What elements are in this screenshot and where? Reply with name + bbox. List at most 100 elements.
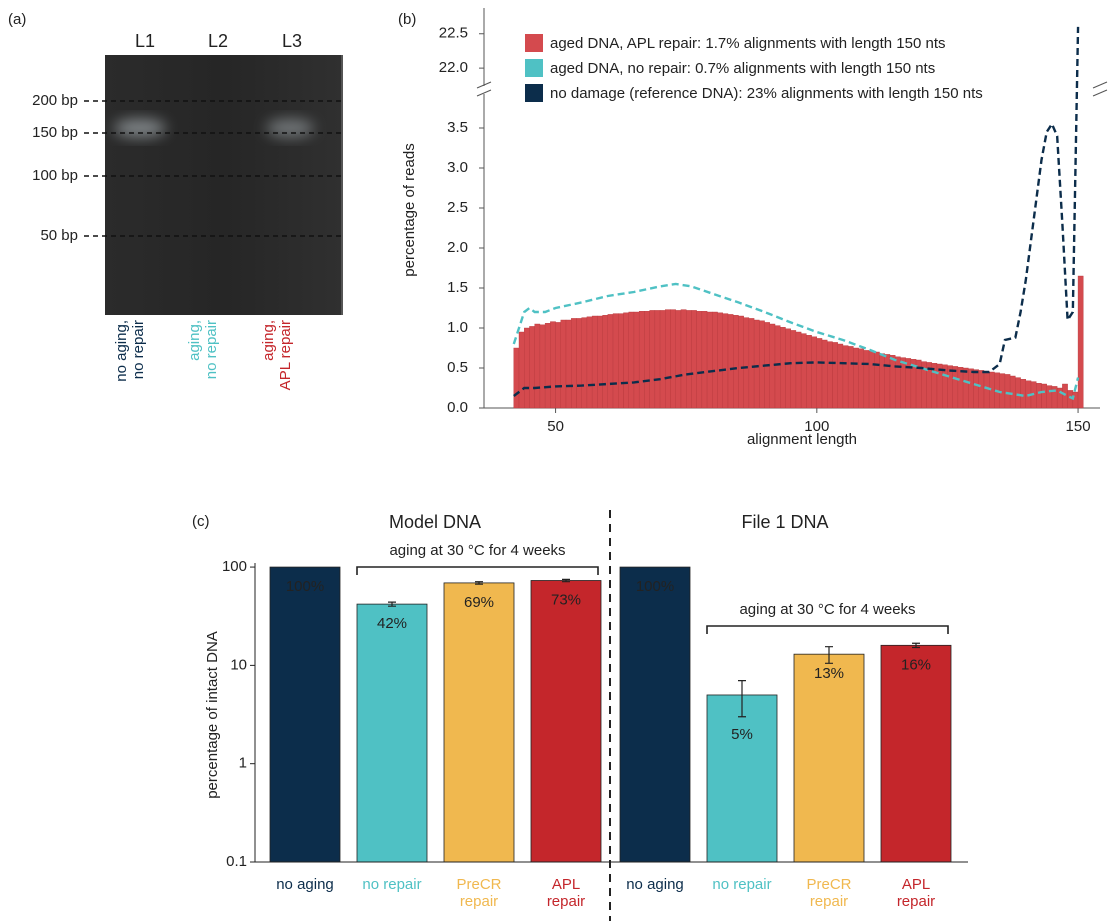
x-tick-label: APL repair xyxy=(516,876,616,910)
histogram-bar xyxy=(535,324,540,408)
x-tick-label: APL repair xyxy=(866,876,966,910)
histogram-bar xyxy=(707,312,712,408)
histogram-bar xyxy=(859,349,864,408)
histogram-bar xyxy=(749,318,754,408)
y-axis-label: percentage of intact DNA xyxy=(204,631,221,799)
ladder-label: 150 bp xyxy=(32,124,78,141)
bar xyxy=(620,567,690,862)
group-title: Model DNA xyxy=(389,512,481,532)
histogram-bar xyxy=(827,342,832,408)
histogram-bar xyxy=(885,354,890,408)
figure-svg: (a)L1L2L3200 bp150 bp100 bp50 bp(b)0.00.… xyxy=(0,0,1108,921)
histogram-bar xyxy=(718,313,723,408)
histogram-bar xyxy=(838,344,843,408)
y-tick-label: 0.0 xyxy=(447,399,468,416)
histogram-bar xyxy=(1021,379,1026,408)
x-tick-label: 50 xyxy=(547,418,564,435)
value-label: 73% xyxy=(551,591,581,608)
histogram-bar xyxy=(540,325,545,408)
figure: (a)L1L2L3200 bp150 bp100 bp50 bp(b)0.00.… xyxy=(0,0,1108,921)
histogram-bar xyxy=(592,316,597,408)
histogram-bar xyxy=(979,370,984,408)
histogram-bar xyxy=(519,332,524,408)
legend-swatch xyxy=(525,34,543,52)
panel-label: (a) xyxy=(8,11,26,28)
histogram-bar xyxy=(738,316,743,408)
histogram-bar xyxy=(812,337,817,408)
histogram-bar xyxy=(848,346,853,408)
histogram-bar xyxy=(629,312,634,408)
x-tick-label: no aging xyxy=(255,876,355,893)
histogram-bar xyxy=(686,310,691,408)
value-label: 13% xyxy=(814,665,844,682)
histogram-bar xyxy=(529,326,534,408)
bar xyxy=(270,567,340,862)
bracket xyxy=(707,626,948,634)
lane-label: L1 xyxy=(135,31,155,51)
gel-image xyxy=(105,55,343,315)
y-tick-label: 1.5 xyxy=(447,279,468,296)
histogram-bar xyxy=(644,311,649,408)
bar xyxy=(531,581,601,862)
histogram-bar xyxy=(869,351,874,408)
histogram-bar xyxy=(754,320,759,408)
histogram-bar xyxy=(613,314,618,408)
value-label: 5% xyxy=(731,726,753,743)
lane-description: aging, APL repair xyxy=(260,320,300,420)
histogram-bar xyxy=(806,335,811,408)
histogram-bar xyxy=(864,350,869,408)
histogram-bar xyxy=(1036,383,1041,408)
axis-break xyxy=(1093,82,1107,88)
x-axis-label: alignment length xyxy=(747,431,857,448)
histogram-bar xyxy=(968,369,973,408)
histogram-bar xyxy=(639,311,644,408)
histogram-bar xyxy=(608,314,613,408)
x-tick-label: no aging xyxy=(605,876,705,893)
histogram-bar xyxy=(561,320,566,408)
histogram-bar xyxy=(587,317,592,408)
annotation: aging at 30 °C for 4 weeks xyxy=(739,601,915,618)
histogram-bar xyxy=(571,318,576,408)
y-tick-label: 1 xyxy=(239,755,247,772)
ladder-label: 200 bp xyxy=(32,92,78,109)
panel-label: (b) xyxy=(398,11,416,28)
ladder-label: 100 bp xyxy=(32,167,78,184)
histogram-bar xyxy=(566,320,571,408)
histogram-bar xyxy=(597,316,602,408)
histogram-bar xyxy=(953,366,958,408)
value-label: 100% xyxy=(286,578,324,595)
histogram-bar xyxy=(691,310,696,408)
histogram-bar xyxy=(890,355,895,408)
histogram-bar xyxy=(524,328,529,408)
histogram-bar xyxy=(744,318,749,408)
ladder-label: 50 bp xyxy=(40,227,78,244)
histogram-bar xyxy=(576,318,581,408)
histogram-bar xyxy=(702,311,707,408)
axis-break xyxy=(1093,90,1107,96)
histogram-bar xyxy=(1015,378,1020,408)
histogram-bar xyxy=(603,315,608,408)
histogram-bar xyxy=(974,370,979,408)
histogram-bar xyxy=(582,318,587,408)
histogram-bar xyxy=(958,367,963,408)
histogram-bar xyxy=(723,314,728,408)
y-tick-label: 1.0 xyxy=(447,319,468,336)
y-tick-label: 22.5 xyxy=(439,25,468,42)
y-tick-label: 10 xyxy=(230,656,247,673)
histogram-bar xyxy=(660,310,665,408)
histogram-bar xyxy=(733,315,738,408)
lane-description: no aging, no repair xyxy=(113,320,153,420)
histogram-bar xyxy=(900,358,905,408)
y-tick-label: 0.1 xyxy=(226,853,247,870)
histogram-bar xyxy=(676,310,681,408)
histogram-bar xyxy=(1000,374,1005,408)
histogram-bar xyxy=(1057,388,1062,408)
histogram-bar xyxy=(780,327,785,408)
bar xyxy=(881,645,951,862)
bar xyxy=(794,654,864,862)
histogram-bar xyxy=(728,314,733,408)
y-tick-label: 3.5 xyxy=(447,119,468,136)
histogram-bar xyxy=(853,348,858,408)
y-tick-label: 22.0 xyxy=(439,59,468,76)
histogram-bar xyxy=(1005,374,1010,408)
